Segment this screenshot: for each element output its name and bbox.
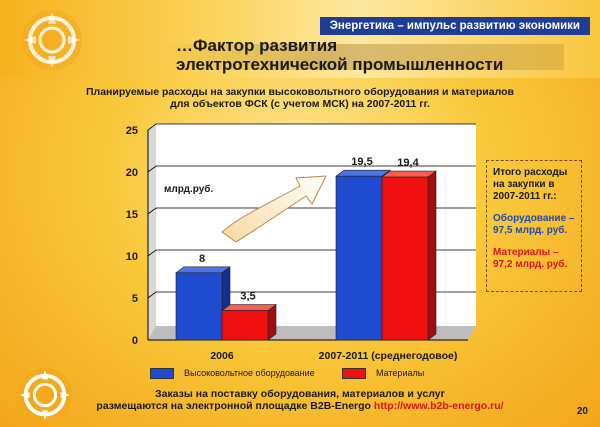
y-axis-unit-label: млрд.руб. bbox=[164, 183, 213, 195]
bar-value-labels: 8 3,5 19,5 19,4 bbox=[199, 156, 420, 302]
legend-item-materials: Материалы bbox=[342, 368, 425, 380]
legend-swatch-equipment bbox=[150, 368, 174, 380]
bar bbox=[221, 310, 269, 341]
logo-bottom-icon bbox=[17, 367, 73, 423]
title-line-1: …Фактор развития bbox=[176, 36, 338, 55]
y-tick-label: 10 bbox=[126, 251, 138, 263]
bar-top bbox=[381, 170, 437, 178]
summary-materials: Материалы – 97,2 млрд. руб. bbox=[493, 247, 568, 270]
gridline bbox=[147, 165, 476, 173]
gridline bbox=[147, 123, 476, 131]
legend-swatch-materials bbox=[342, 368, 366, 380]
bar-value-label: 19,5 bbox=[351, 156, 372, 168]
y-tick-label: 20 bbox=[126, 167, 138, 179]
chart-side-wall bbox=[148, 124, 156, 340]
bars bbox=[175, 169, 437, 341]
page-number: 20 bbox=[576, 406, 588, 417]
footer-note: Заказы на поставку оборудования, материа… bbox=[0, 388, 600, 412]
title-shadow bbox=[164, 44, 564, 70]
summary-heading: Итого расходы на закупки в 2007-2011 гг.… bbox=[493, 167, 568, 202]
title-line-2: электротехнической промышленности bbox=[176, 55, 504, 74]
legend-label-materials: Материалы bbox=[376, 368, 425, 378]
bar bbox=[175, 272, 223, 341]
tagline-text: Энергетика – импульс развитию экономики bbox=[329, 20, 580, 32]
header-band bbox=[0, 0, 600, 78]
bar-value-label: 3,5 bbox=[240, 291, 255, 303]
x-tick-label: 2006 bbox=[210, 350, 234, 362]
bar-top bbox=[335, 169, 391, 177]
footer-link[interactable]: http://www.b2b-energo.ru/ bbox=[373, 400, 504, 412]
chart-title: Планируемые расходы на закупки высоковол… bbox=[0, 86, 600, 110]
y-tick-label: 5 bbox=[132, 293, 138, 305]
bar-top bbox=[221, 304, 277, 311]
y-tick-labels: 0 5 10 15 20 25 bbox=[126, 125, 138, 347]
slide-title: …Фактор развития электротехнической пром… bbox=[176, 36, 503, 74]
chart-title-line-1: Планируемые расходы на закупки высоковол… bbox=[86, 86, 514, 98]
summary-box: Итого расходы на закупки в 2007-2011 гг.… bbox=[486, 160, 582, 292]
bar bbox=[335, 175, 383, 341]
chart-title-line-2: для объектов ФСК (с учетом МСК) на 2007-… bbox=[170, 98, 430, 110]
bar-side bbox=[427, 170, 437, 341]
tagline-banner: Энергетика – импульс развитию экономики bbox=[319, 17, 590, 35]
y-tick-label: 0 bbox=[132, 335, 138, 347]
legend-item-equipment: Высоковольтное оборудование bbox=[150, 368, 315, 380]
y-tick-label: 15 bbox=[126, 209, 138, 221]
y-tick-label: 25 bbox=[126, 125, 138, 137]
legend-label-equipment: Высоковольтное оборудование bbox=[184, 368, 315, 378]
bar bbox=[381, 176, 429, 341]
summary-equipment: Оборудование – 97,5 млрд. руб. bbox=[493, 213, 575, 236]
footer-line-1: Заказы на поставку оборудования, материа… bbox=[155, 388, 445, 400]
footer-line-2: размещаются на электронной площадке B2B-… bbox=[0, 400, 600, 412]
growth-arrow-icon bbox=[221, 175, 327, 243]
footer-line-2-text: размещаются на электронной площадке B2B-… bbox=[96, 400, 371, 412]
bar-value-label: 19,4 bbox=[397, 157, 419, 169]
bar-top bbox=[175, 266, 231, 274]
bar-value-label: 8 bbox=[199, 253, 205, 265]
logo-top-icon bbox=[22, 10, 82, 70]
x-tick-label: 2007-2011 (среднегодовое) bbox=[319, 350, 458, 362]
x-tick-labels: 2006 2007-2011 (среднегодовое) bbox=[210, 350, 457, 362]
